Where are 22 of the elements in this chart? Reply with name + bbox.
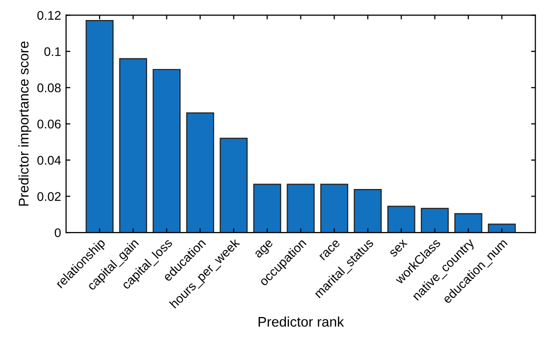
y-tick-label: 0.08: [37, 83, 61, 92]
bar: [420, 208, 449, 233]
bar: [186, 112, 214, 233]
y-tick-label: 0.06: [37, 120, 61, 128]
y-tick-label: 0.02: [37, 192, 61, 201]
bar: [86, 20, 114, 233]
bar: [152, 68, 181, 233]
y-tick-label: 0: [54, 228, 61, 238]
bar: [119, 58, 148, 233]
y-tick-label: 0.04: [37, 156, 61, 165]
bar: [220, 138, 248, 233]
y-axis-title: Predictor importance score: [18, 41, 32, 206]
bar: [286, 184, 315, 233]
bar: [320, 184, 348, 233]
bar: [387, 206, 416, 233]
x-axis-title: Predictor rank: [258, 316, 344, 327]
bar: [488, 224, 516, 233]
bar: [354, 189, 382, 233]
y-tick-label: 0.12: [37, 10, 61, 20]
bar: [253, 184, 282, 233]
y-tick-label: 0.1: [44, 47, 61, 56]
bar: [454, 213, 482, 233]
